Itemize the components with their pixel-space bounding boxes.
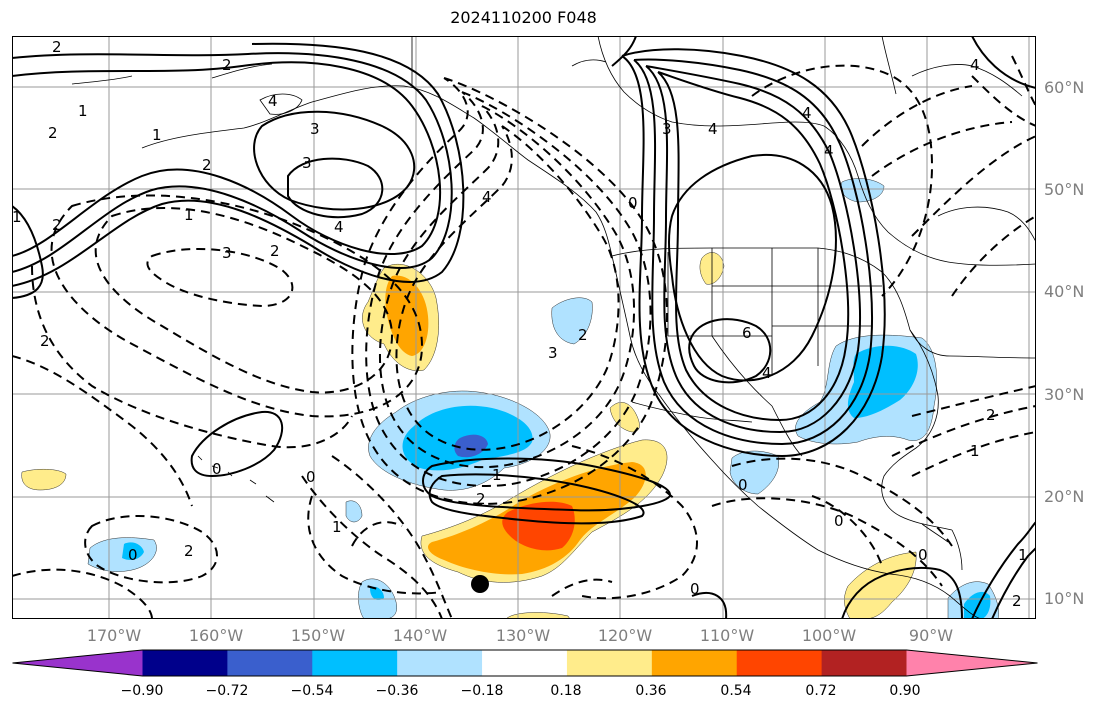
shade-blue-small2 xyxy=(370,586,384,600)
lon-label-110w: 110°W xyxy=(699,626,755,645)
position-marker xyxy=(471,575,489,593)
contour-label: 3 xyxy=(302,154,312,172)
contour-label: 4 xyxy=(268,92,278,110)
colorbar-tick-label: −0.54 xyxy=(290,683,334,699)
contour-label: 1 xyxy=(492,466,502,484)
lat-label-30n: 30°N xyxy=(1044,385,1085,404)
contour-label: 4 xyxy=(970,56,980,74)
shade-lightblue-small1 xyxy=(345,500,363,523)
shade-yellow-bottom xyxy=(505,612,571,619)
contour-label: 2 xyxy=(52,38,62,56)
contour-label: 2 xyxy=(270,242,280,260)
shade-orange-north xyxy=(385,275,429,356)
colorbar-tick-label: −0.18 xyxy=(460,683,504,699)
colorbar-segments xyxy=(12,650,1038,676)
colorbar-tick-label: 0.18 xyxy=(550,683,582,699)
lat-label-40n: 40°N xyxy=(1044,282,1085,301)
colorbar-extend-high xyxy=(906,650,1038,676)
colorbar-segment xyxy=(651,650,738,676)
lon-label-170w: 170°W xyxy=(86,626,142,645)
colorbar-segment xyxy=(142,650,228,676)
shade-red-south xyxy=(502,501,575,551)
contour-label: 2 xyxy=(578,326,588,344)
shade-yellow-small xyxy=(609,402,640,433)
contour-label: 1 xyxy=(78,102,88,120)
colorbar-segment xyxy=(821,650,907,676)
contour-label: 0 xyxy=(306,468,316,486)
contour-label: 2 xyxy=(184,542,194,560)
contour-label: 3 xyxy=(222,244,232,262)
lon-label-130w: 130°W xyxy=(495,626,551,645)
contour-label: 0 xyxy=(690,580,700,598)
contour-label: 0 xyxy=(212,460,222,478)
shade-lightblue-ne xyxy=(551,297,593,345)
lon-label-150w: 150°W xyxy=(290,626,346,645)
weather-map: 2 2 1 2 1 2 3 3 4 4 3 4 4 6 4 1 2 0 0 0 … xyxy=(12,36,1036,619)
colorbar-tick-label: −0.36 xyxy=(375,683,419,699)
colorbar-segment xyxy=(482,650,568,676)
contour-label: 3 xyxy=(310,120,320,138)
contour-label: 1 xyxy=(12,208,22,226)
colorbar-extend-low xyxy=(12,650,143,676)
colorbar-tick-label: 0.36 xyxy=(635,683,667,699)
shade-lightblue-pacific-e xyxy=(729,450,779,495)
colorbar-tick-label: −0.72 xyxy=(205,683,249,699)
shade-blue-sw xyxy=(122,542,144,560)
contour-label: 0 xyxy=(738,476,748,494)
contour-label: 2 xyxy=(40,332,50,350)
contour-label: 0 xyxy=(918,546,928,564)
shade-yellow-se xyxy=(844,551,917,619)
shade-blue-gulf xyxy=(847,345,918,418)
colorbar-segment xyxy=(312,650,398,676)
gridlines xyxy=(12,36,1036,619)
contour-label: 2 xyxy=(222,56,232,74)
contour-label: 4 xyxy=(824,142,834,160)
contour-label: 1 xyxy=(332,518,342,536)
contour-label: 1 xyxy=(970,442,980,460)
contour-label: 3 xyxy=(548,344,558,362)
colorbar-tick-label: 0.90 xyxy=(889,683,921,699)
lon-label-120w: 120°W xyxy=(597,626,653,645)
contour-label: 2 xyxy=(48,124,58,142)
contour-labels: 2 2 1 2 1 2 3 3 4 4 3 4 4 6 4 1 2 0 0 0 … xyxy=(12,38,1028,610)
lat-label-50n: 50°N xyxy=(1044,180,1085,199)
contour-label: 0 xyxy=(628,194,638,212)
contour-label: 0 xyxy=(834,512,844,530)
shade-midblue-center xyxy=(454,434,488,458)
contour-label: 1 xyxy=(1018,546,1028,564)
lon-label-160w: 160°W xyxy=(188,626,244,645)
contour-label: 2 xyxy=(476,490,486,508)
contour-label: 4 xyxy=(762,364,772,382)
colorbar-tick-label: 0.54 xyxy=(720,683,752,699)
contour-label: 1 xyxy=(152,126,162,144)
contour-label: 2 xyxy=(52,216,62,234)
colorbar xyxy=(12,649,1038,677)
lon-label-90w: 90°W xyxy=(908,626,954,645)
lon-label-140w: 140°W xyxy=(392,626,448,645)
contour-label: 4 xyxy=(708,120,718,138)
colorbar-tick-label: 0.72 xyxy=(805,683,837,699)
map-title: 2024110200 F048 xyxy=(450,8,597,27)
lat-label-20n: 20°N xyxy=(1044,487,1085,506)
contour-label: 6 xyxy=(742,324,752,342)
contour-label: 4 xyxy=(802,104,812,122)
contour-label: 2 xyxy=(202,156,212,174)
contour-label: 1 xyxy=(184,206,194,224)
contour-label: 4 xyxy=(334,218,344,236)
colorbar-segment xyxy=(736,650,823,676)
lat-label-10n: 10°N xyxy=(1044,589,1085,608)
lat-label-60n: 60°N xyxy=(1044,78,1085,97)
contour-label: 2 xyxy=(986,406,996,424)
shade-yellow-west xyxy=(21,469,67,491)
colorbar-tick-label: −0.90 xyxy=(120,683,164,699)
contour-label: 3 xyxy=(662,120,672,138)
colorbar-segment xyxy=(227,650,313,676)
colorbar-segment xyxy=(397,650,483,676)
contour-label: 0 xyxy=(128,546,138,564)
lon-label-100w: 100°W xyxy=(801,626,857,645)
dashed-contours xyxy=(12,55,1036,619)
contour-label: 4 xyxy=(482,188,492,206)
colorbar-segment xyxy=(566,650,653,676)
contour-label: 2 xyxy=(1012,592,1022,610)
